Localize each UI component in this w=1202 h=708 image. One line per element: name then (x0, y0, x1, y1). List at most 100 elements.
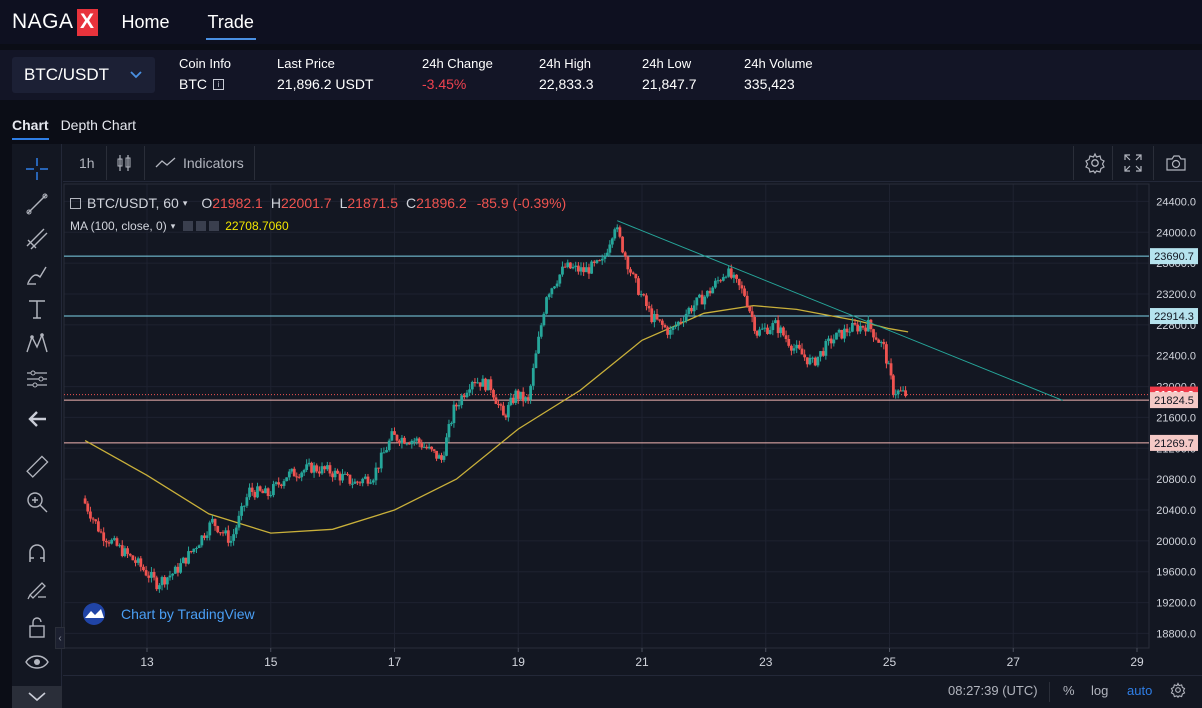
fullscreen-icon[interactable] (1123, 144, 1143, 182)
tab-chart[interactable]: Chart (12, 116, 49, 140)
candle (887, 360, 891, 365)
interval-button[interactable]: 1h (79, 155, 95, 171)
candle (96, 517, 100, 533)
chevron-down-icon[interactable]: ▾ (170, 220, 176, 231)
utc-clock[interactable]: 08:27:39 (UTC) (948, 683, 1038, 698)
close-icon[interactable] (209, 221, 220, 231)
candle (494, 394, 498, 405)
candle (341, 469, 344, 483)
candle (882, 338, 886, 350)
settings-gear-icon[interactable] (1084, 144, 1106, 182)
ma-label[interactable]: MA (100, close, 0) (70, 219, 167, 233)
candle-type-icon[interactable] (115, 144, 133, 182)
candle (104, 538, 108, 548)
candle (171, 573, 175, 580)
nav-trade[interactable]: Trade (205, 0, 257, 44)
candle (792, 343, 796, 354)
candle (120, 540, 124, 558)
candle (261, 489, 265, 494)
candle (558, 274, 562, 287)
chevron-down-icon[interactable]: ▾ (182, 197, 188, 208)
candle (287, 469, 291, 481)
legend-symbol[interactable]: BTC/USDT, 60 (87, 195, 179, 211)
price-tick-label: 22400.0 (1156, 351, 1196, 363)
back-arrow-icon[interactable] (24, 406, 50, 432)
candle (258, 485, 262, 492)
tradingview-logo-icon (83, 603, 105, 625)
eye-icon[interactable] (24, 649, 50, 675)
trend-line[interactable] (617, 220, 1063, 401)
crosshair-icon[interactable] (24, 156, 50, 182)
candle (420, 439, 424, 450)
settings-gear-icon[interactable] (1170, 682, 1186, 701)
candle (782, 326, 785, 337)
candle (497, 400, 500, 409)
info-icon[interactable]: i (213, 78, 224, 90)
prediction-icon[interactable] (24, 366, 50, 392)
candle (200, 535, 204, 548)
candle (618, 225, 622, 239)
time-tick-label: 29 (1130, 655, 1144, 669)
candle (706, 290, 709, 299)
candle (150, 566, 153, 583)
zoom-in-icon[interactable] (24, 489, 50, 515)
candle (208, 520, 212, 541)
naga-logo[interactable]: NAGA X (12, 7, 98, 37)
chart-bottom-bar: 08:27:39 (UTC) % log auto (63, 675, 1202, 708)
candle (112, 535, 116, 542)
toolbar-scroll-down[interactable] (12, 686, 62, 708)
candle (427, 443, 431, 450)
eye-icon[interactable] (183, 221, 194, 231)
price-marker-support: 21824.5 (1150, 392, 1198, 409)
candle (99, 528, 103, 534)
percent-scale-toggle[interactable]: % (1063, 683, 1075, 698)
lock-drawings-icon[interactable] (24, 575, 50, 601)
volume-value: 335,423 (744, 76, 795, 92)
brush-icon[interactable] (24, 261, 50, 287)
candle (889, 358, 893, 380)
drawing-toolbar (12, 144, 62, 708)
tradingview-badge[interactable]: Chart by TradingView (79, 603, 255, 625)
lock-icon[interactable] (24, 614, 50, 640)
ruler-icon[interactable] (24, 454, 50, 480)
candle (502, 401, 505, 416)
candle (698, 293, 701, 299)
collapse-legend-icon[interactable] (70, 197, 81, 209)
auto-scale-toggle[interactable]: auto (1127, 683, 1153, 698)
camera-icon[interactable] (1165, 144, 1187, 182)
tab-depth-chart[interactable]: Depth Chart (60, 117, 137, 133)
chevron-down-icon (28, 692, 46, 702)
text-tool-icon[interactable] (24, 296, 50, 322)
time-tick-label: 13 (140, 655, 154, 669)
candle (642, 293, 646, 297)
candle (674, 321, 677, 330)
candle (671, 326, 675, 335)
candle (808, 354, 812, 366)
candle (484, 377, 487, 392)
log-scale-toggle[interactable]: log (1091, 683, 1109, 698)
ticker-bar: BTC/USDT Coin Info BTC i Last Price 21,89… (0, 50, 1202, 100)
time-tick-label: 25 (883, 655, 897, 669)
candle (173, 565, 177, 574)
candle (771, 320, 775, 336)
candle (237, 510, 241, 531)
pattern-icon[interactable] (24, 331, 50, 357)
candle (695, 297, 699, 310)
legend-c-label: C (405, 195, 417, 211)
price-chart[interactable]: 24400.024000.023600.023200.022800.022400… (63, 183, 1202, 675)
candle (605, 248, 609, 257)
candle (338, 471, 342, 486)
candle (248, 483, 251, 500)
gear-icon[interactable] (196, 221, 207, 231)
pair-selector[interactable]: BTC/USDT (12, 57, 155, 93)
fib-tool-icon[interactable] (24, 226, 50, 252)
candle (139, 556, 143, 572)
candle (679, 318, 683, 325)
magnet-icon[interactable] (24, 540, 50, 566)
candle (901, 386, 905, 392)
trend-line-icon[interactable] (24, 191, 50, 217)
indicators-button[interactable]: Indicators (155, 144, 244, 182)
collapse-toolbar-button[interactable]: ‹ (55, 627, 65, 649)
svg-text:23690.7: 23690.7 (1154, 251, 1194, 263)
nav-home[interactable]: Home (121, 11, 170, 32)
